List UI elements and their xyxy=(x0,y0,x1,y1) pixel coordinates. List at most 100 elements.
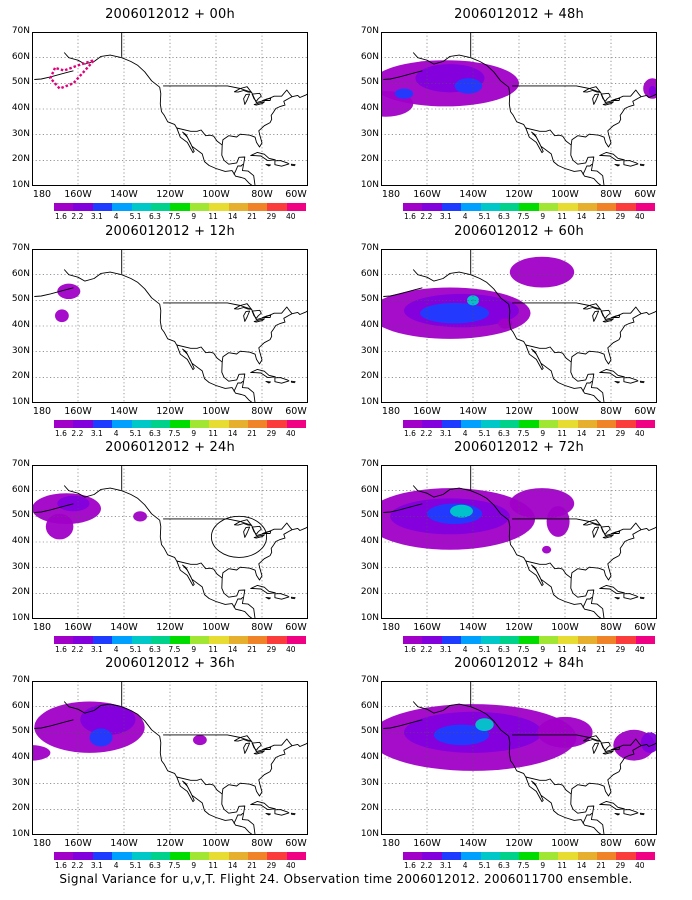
x-tick-label: 160W xyxy=(64,189,92,200)
colorbar-swatch xyxy=(577,852,598,860)
lake-outline xyxy=(582,519,601,526)
variance-area xyxy=(542,545,552,554)
island-outline xyxy=(290,596,296,600)
x-tick-label: 140W xyxy=(110,622,138,633)
colorbar-swatch xyxy=(189,636,210,644)
island-outline xyxy=(250,151,276,162)
y-tick-label: 10N xyxy=(360,829,379,839)
colorbar-label: 3.1 xyxy=(439,429,452,438)
colorbar-swatch xyxy=(92,852,113,860)
colorbar-label: 29 xyxy=(266,645,277,654)
x-tick-label: 140W xyxy=(459,838,487,849)
x-tick-label: 100W xyxy=(551,622,579,633)
panel-title: 2006012012 + 36h xyxy=(105,656,235,671)
border-line xyxy=(582,596,593,608)
flight-track xyxy=(48,57,98,90)
island-outline xyxy=(623,809,639,816)
variance-area xyxy=(55,309,69,323)
x-tick-label: 180 xyxy=(32,838,52,849)
variance-area xyxy=(32,745,51,761)
colorbar-label: 21 xyxy=(247,861,257,870)
x-tick-label: 80W xyxy=(600,406,622,417)
colorbar-label: 4 xyxy=(113,645,119,654)
variance-area xyxy=(193,734,207,746)
x-tick-label: 180 xyxy=(381,406,401,417)
colorbar-swatch xyxy=(616,420,637,428)
lake-outline xyxy=(243,310,251,322)
colorbar-label: 11 xyxy=(208,429,218,438)
y-tick-label: 70N xyxy=(11,675,30,685)
lake-outline xyxy=(233,519,252,526)
colorbar-swatch xyxy=(616,852,637,860)
y-tick-label: 30N xyxy=(360,777,379,788)
x-tick-label: 60W xyxy=(634,406,656,417)
colorbar-label: 40 xyxy=(635,861,645,870)
colorbar-label: 7.5 xyxy=(517,861,530,870)
island-outline xyxy=(250,368,276,379)
border-line xyxy=(233,596,244,608)
colorbar-label: 11 xyxy=(557,429,567,438)
colorbar-swatch xyxy=(248,852,268,860)
y-tick-label: 30N xyxy=(11,128,30,139)
colorbar-label: 3.1 xyxy=(90,429,103,438)
plot-frame xyxy=(381,681,657,835)
coastline xyxy=(221,742,308,835)
colorbar-label: 40 xyxy=(635,212,645,221)
colorbar-swatch xyxy=(112,852,132,860)
colorbar-label: 29 xyxy=(266,212,277,221)
colorbar-label: 7.5 xyxy=(168,212,181,221)
y-tick-label: 50N xyxy=(11,294,30,305)
map-plot xyxy=(381,465,657,619)
colorbar-swatch xyxy=(151,636,171,644)
y-tick-label: 70N xyxy=(11,243,30,253)
lake-outline xyxy=(611,746,621,750)
colorbar-label: 21 xyxy=(247,429,257,438)
colorbar-swatch xyxy=(635,203,656,211)
x-tick-label: 100W xyxy=(202,189,230,200)
colorbar-swatch xyxy=(538,636,559,644)
y-tick-label: 70N xyxy=(11,26,30,36)
y-tick-label: 70N xyxy=(360,243,379,253)
border-line xyxy=(525,560,572,579)
colorbar-label: 3.1 xyxy=(90,645,103,654)
lake-outline xyxy=(251,525,262,535)
colorbar-label: 9 xyxy=(540,645,546,654)
border-line xyxy=(525,127,572,146)
lake-outline xyxy=(253,750,265,755)
y-tick-label: 30N xyxy=(360,561,379,572)
colorbar-swatch xyxy=(228,852,249,860)
island-outline xyxy=(623,593,639,600)
colorbar-swatch xyxy=(558,420,578,428)
colorbar-label: 1.6 xyxy=(55,861,67,870)
x-tick-label: 60W xyxy=(634,838,656,849)
x-tick-label: 120W xyxy=(505,838,533,849)
colorbar-swatch xyxy=(500,636,520,644)
coastline xyxy=(383,503,423,513)
y-tick-label: 30N xyxy=(11,777,30,788)
x-tick-label: 120W xyxy=(505,406,533,417)
y-tick-label: 40N xyxy=(360,320,379,330)
lake-outline xyxy=(243,93,251,105)
colorbar-label: 14 xyxy=(576,861,587,870)
x-tick-label: 120W xyxy=(156,406,184,417)
y-tick-label: 50N xyxy=(360,77,379,88)
colorbar-swatch xyxy=(170,636,191,644)
colorbar-swatch xyxy=(54,852,74,860)
colorbar-swatch xyxy=(441,852,462,860)
colorbar-swatch xyxy=(131,420,152,428)
colorbar-label: 4 xyxy=(462,645,468,654)
colorbar-label: 29 xyxy=(266,429,277,438)
colorbar-swatch xyxy=(92,203,113,211)
lake-outline xyxy=(243,742,251,754)
border-line xyxy=(582,163,593,175)
lake-outline xyxy=(602,101,614,106)
colorbar-label: 6.3 xyxy=(149,212,161,221)
x-tick-label: 140W xyxy=(110,189,138,200)
island-outline xyxy=(290,163,296,167)
island-outline xyxy=(265,380,271,384)
colorbar-label: 7.5 xyxy=(517,645,530,654)
colorbar-swatch xyxy=(635,420,656,428)
colorbar-swatch xyxy=(577,203,598,211)
plot-frame xyxy=(381,465,657,619)
colorbar-label: 3.1 xyxy=(439,645,452,654)
